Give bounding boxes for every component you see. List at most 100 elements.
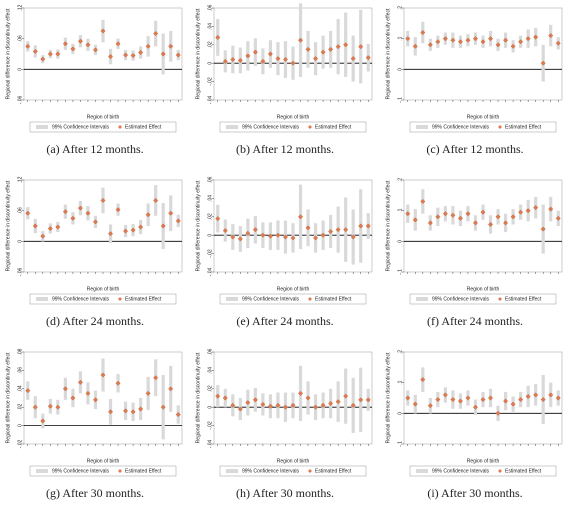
panel: -.04 -.02 0 .02 .04 .06 Regional difference in… [195, 176, 373, 328]
estimate-point [282, 234, 288, 240]
estimate-point [328, 401, 334, 407]
estimate-point [145, 43, 151, 49]
legend-point-swatch [118, 469, 122, 473]
estimate-point [405, 211, 411, 217]
y-axis-label: Regional difference in discontinuity eff… [385, 8, 391, 99]
estimate-point [62, 386, 68, 392]
estimate-point [350, 56, 356, 62]
estimate-point [260, 58, 266, 64]
estimate-point [260, 401, 266, 407]
estimate-point [145, 390, 151, 396]
legend-label: Estimated Effect [505, 297, 542, 303]
estimate-point [335, 399, 341, 405]
legend-label: 99% Confidence Intervals [242, 297, 299, 303]
estimate-point [472, 404, 478, 410]
estimate-point [245, 230, 251, 236]
estimate-point [465, 37, 471, 43]
x-axis-label: Region of birth [87, 458, 120, 464]
legend-box [219, 293, 367, 305]
caption: (e) After 24 months. [236, 314, 333, 328]
caption: (h) After 30 months. [236, 486, 334, 500]
caption: (i) After 30 months. [427, 486, 522, 500]
y-axis-label: Regional difference in discontinuity eff… [195, 8, 201, 99]
estimate-point [130, 409, 136, 415]
y-tick-label: 0 [17, 68, 23, 71]
legend-ci-swatch [226, 125, 238, 129]
caption: (a) After 12 months. [46, 142, 143, 156]
y-tick-label: .06 [207, 4, 213, 11]
estimate-point [47, 51, 53, 57]
estimate-point [420, 377, 426, 383]
estimate-point [540, 397, 546, 403]
estimate-point [427, 403, 433, 409]
estimate-point [130, 53, 136, 59]
y-tick-label: -.1 [397, 97, 403, 103]
legend-label: 99% Confidence Intervals [52, 297, 109, 303]
caption: (b) After 12 months. [236, 142, 334, 156]
y-axis-label: Regional difference in discontinuity eff… [195, 180, 201, 271]
estimate-point [108, 409, 114, 415]
estimate-point [533, 392, 539, 398]
estimate-point [108, 231, 114, 237]
legend-box [409, 121, 557, 133]
estimate-point [230, 234, 236, 240]
estimate-point [47, 226, 53, 232]
estimate-point [343, 227, 349, 233]
estimate-point [313, 56, 319, 62]
estimate-point [510, 214, 516, 220]
y-tick-label: .04 [17, 385, 23, 392]
estimate-point [55, 51, 61, 57]
legend-box [409, 293, 557, 305]
estimate-point [47, 403, 53, 409]
estimate-point [525, 393, 531, 399]
estimate-point [25, 388, 31, 394]
estimate-point [465, 211, 471, 217]
y-tick-label: .06 [17, 207, 23, 214]
estimate-point [555, 40, 561, 46]
estimate-point [450, 397, 456, 403]
estimate-point [298, 214, 304, 220]
estimate-point [305, 46, 311, 52]
estimate-point [488, 395, 494, 401]
estimate-point [518, 39, 524, 45]
estimate-point [267, 403, 273, 409]
y-tick-label: 0 [207, 62, 213, 65]
estimate-point [313, 235, 319, 241]
estimate-point [335, 44, 341, 50]
estimate-point [153, 375, 159, 381]
estimate-point [62, 41, 68, 47]
y-tick-label: -.04 [207, 267, 213, 276]
estimate-point [77, 379, 83, 385]
y-tick-label: .08 [17, 348, 23, 355]
estimate-point [488, 36, 494, 42]
legend-point-swatch [308, 125, 312, 129]
estimate-point [153, 197, 159, 203]
estimate-point [320, 402, 326, 408]
y-tick-label: 0 [207, 234, 213, 237]
estimate-point [365, 223, 371, 229]
legend-label: 99% Confidence Intervals [52, 125, 109, 131]
y-tick-label: .12 [17, 176, 23, 183]
estimate-point [85, 210, 91, 216]
estimate-point [442, 392, 448, 398]
legend-label: 99% Confidence Intervals [242, 125, 299, 131]
y-tick-label: .02 [207, 41, 213, 48]
estimate-point [245, 53, 251, 59]
estimate-point [230, 57, 236, 63]
plot-frame [403, 179, 563, 273]
estimate-point [40, 418, 46, 424]
estimate-point [62, 209, 68, 215]
estimate-point [153, 31, 159, 37]
estimate-point [555, 395, 561, 401]
estimate-point [175, 52, 181, 58]
legend-ci-swatch [416, 125, 428, 129]
estimate-point [115, 380, 121, 386]
estimate-point [503, 220, 509, 226]
legend-label: 99% Confidence Intervals [432, 297, 489, 303]
estimate-point [267, 233, 273, 239]
estimate-point [222, 395, 228, 401]
y-tick-label: -.1 [397, 269, 403, 275]
estimate-point [85, 390, 91, 396]
legend-point-swatch [498, 469, 502, 473]
